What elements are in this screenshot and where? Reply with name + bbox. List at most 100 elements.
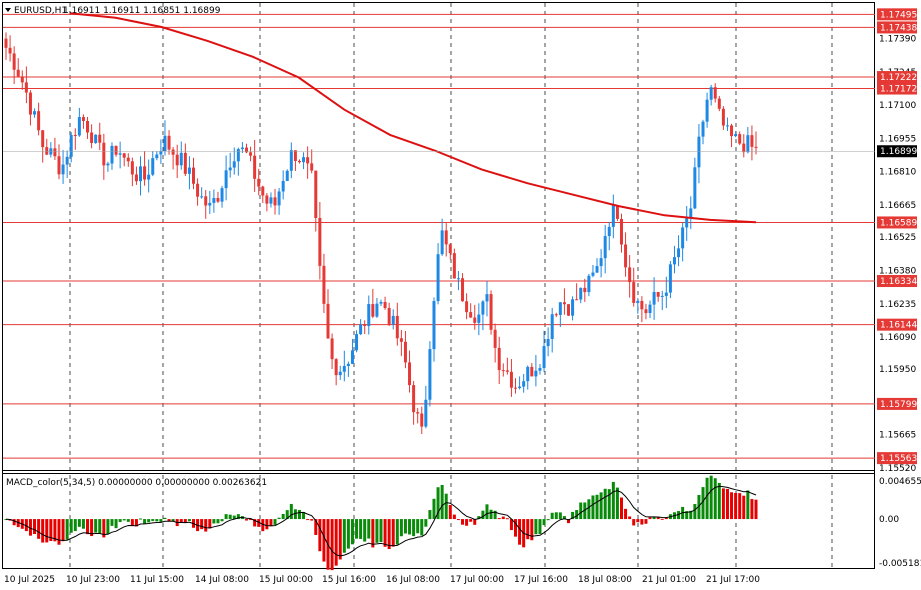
macd-bar <box>273 519 277 525</box>
macd-zero-label: 0.00 <box>879 515 899 525</box>
triangle-down-icon[interactable] <box>5 8 11 12</box>
candle-body <box>514 387 518 389</box>
candle-body <box>530 366 534 377</box>
candle-body <box>114 145 118 155</box>
macd-bar <box>265 519 269 530</box>
candle-body <box>77 117 81 136</box>
macd-bar <box>387 519 391 550</box>
candle-body <box>147 174 151 180</box>
candle-body <box>693 167 697 209</box>
macd-bar <box>134 519 138 527</box>
candle-body <box>607 226 611 237</box>
macd-bar <box>660 518 664 520</box>
macd-bar <box>734 492 738 520</box>
price-tick-label: 1.16955 <box>879 134 916 144</box>
candle-body <box>591 272 595 276</box>
macd-bar <box>628 516 632 520</box>
candle-body <box>489 294 493 330</box>
candle-body <box>130 161 134 175</box>
macd-bar <box>685 511 689 520</box>
candle-body <box>192 167 195 184</box>
macd-bar <box>558 512 562 520</box>
candle-body <box>611 205 615 227</box>
macd-bar <box>118 519 122 523</box>
macd-bar <box>485 504 489 520</box>
macd-bar <box>644 519 648 524</box>
macd-bar <box>648 517 652 520</box>
macd-bar <box>632 519 636 526</box>
macd-bar <box>738 493 742 520</box>
level-tag <box>877 21 917 34</box>
candle-body <box>187 167 191 174</box>
macd-bar <box>155 519 159 522</box>
time-label: 10 Jul 23:00 <box>66 575 120 585</box>
macd-bar <box>359 519 363 539</box>
candle-body <box>118 153 122 155</box>
time-scale: 10 Jul 2025 10 Jul 23:00 11 Jul 15:00 14 Ju… <box>4 575 760 585</box>
candle-body <box>448 244 452 254</box>
candle-body <box>196 183 200 197</box>
candle-body <box>285 170 289 181</box>
macd-bar <box>461 519 465 525</box>
candle-body <box>721 108 725 126</box>
macd-bar <box>497 518 501 520</box>
candle-body <box>672 257 676 265</box>
time-label: 11 Jul 15:00 <box>130 575 184 585</box>
macd-bar <box>126 519 130 522</box>
macd-bar <box>314 519 318 535</box>
candle-body <box>261 186 265 196</box>
macd-bar <box>416 519 420 534</box>
macd-bar <box>436 487 440 520</box>
candle-body <box>224 170 228 189</box>
macd-bar <box>656 517 660 520</box>
candle-body <box>28 92 32 115</box>
level-tag <box>877 275 917 288</box>
price-tick-label: 1.16665 <box>879 201 916 211</box>
time-label: 15 Jul 16:00 <box>322 575 376 585</box>
candle-body <box>110 145 114 164</box>
macd-bar <box>481 510 485 520</box>
candle-body <box>171 149 175 155</box>
candle-body <box>575 299 579 301</box>
candle-body <box>204 196 208 206</box>
candle-body <box>497 347 501 371</box>
candle-body <box>346 363 350 366</box>
macd-bar <box>428 510 432 520</box>
candle-body <box>538 368 542 371</box>
candle-body <box>738 134 742 144</box>
macd-bar <box>110 519 114 526</box>
level-label: 1.16334 <box>880 277 917 287</box>
candle-body <box>730 125 734 137</box>
candle-body <box>558 302 562 315</box>
macd-bar <box>130 519 134 526</box>
macd-bar <box>334 519 338 566</box>
candle-body <box>265 195 269 204</box>
candle-body <box>461 278 465 302</box>
macd-bar <box>746 490 750 520</box>
candle-body <box>326 303 330 339</box>
macd-bar <box>526 519 530 540</box>
macd-bar <box>514 519 518 537</box>
candle-body <box>139 166 143 182</box>
moving-average-line <box>69 12 757 224</box>
candle-body <box>122 153 126 158</box>
macd-bar <box>689 510 693 520</box>
candle-body <box>412 385 416 413</box>
candle-body <box>668 264 672 293</box>
macd-bar <box>579 502 583 520</box>
candle-body <box>701 121 705 137</box>
candle-body <box>648 304 652 314</box>
candle-body <box>102 142 106 166</box>
current-price-tag: 1.16899 <box>877 145 917 158</box>
macd-bar <box>16 519 20 528</box>
macd-bar <box>106 519 110 535</box>
candle-body <box>228 167 232 171</box>
candle-body <box>436 254 440 302</box>
macd-bar <box>721 488 725 520</box>
candle-body <box>554 314 558 316</box>
macd-bar <box>595 494 599 520</box>
macd-bar <box>664 517 668 520</box>
candle-body <box>632 282 636 303</box>
candle-body <box>754 146 758 148</box>
